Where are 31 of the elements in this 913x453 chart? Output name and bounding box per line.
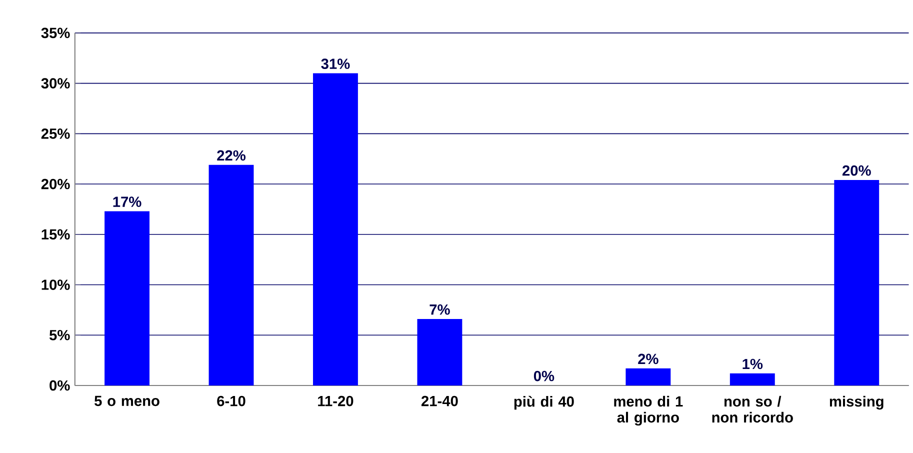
x-tick-label: più di 40 xyxy=(514,396,574,410)
bar xyxy=(730,373,775,386)
data-label: 20% xyxy=(842,165,871,176)
y-tick-label: 5% xyxy=(49,330,70,340)
data-label: 2% xyxy=(638,354,658,364)
data-label: 1% xyxy=(742,358,763,369)
y-tick-label: 20% xyxy=(41,178,70,190)
bar xyxy=(626,368,671,386)
x-tick-label: non so / non ricordo xyxy=(712,396,793,422)
y-tick-label: 30% xyxy=(41,78,70,88)
x-tick-label: 21-40 xyxy=(421,396,458,406)
data-label: 31% xyxy=(321,58,350,69)
data-label: 0% xyxy=(534,370,554,382)
data-label: 22% xyxy=(217,150,246,160)
y-tick-label: 0% xyxy=(50,380,70,390)
x-tick-label: 6-10 xyxy=(217,396,246,406)
bar xyxy=(313,73,358,386)
bar xyxy=(417,318,462,386)
y-tick-label: 25% xyxy=(41,128,70,139)
bar xyxy=(104,211,150,386)
x-tick-label: 11-20 xyxy=(318,396,354,406)
x-tick-label: 5 o meno xyxy=(94,396,160,406)
y-tick-label: 10% xyxy=(42,279,70,290)
x-tick-label: missing xyxy=(830,396,884,410)
data-label: 7% xyxy=(430,304,450,315)
x-tick-label: meno di 1 al giorno xyxy=(614,396,683,426)
bar xyxy=(208,164,254,386)
data-label: 17% xyxy=(113,196,142,207)
y-tick-label: 15% xyxy=(42,229,70,240)
bar xyxy=(834,180,880,386)
y-tick-label: 35% xyxy=(41,28,70,38)
